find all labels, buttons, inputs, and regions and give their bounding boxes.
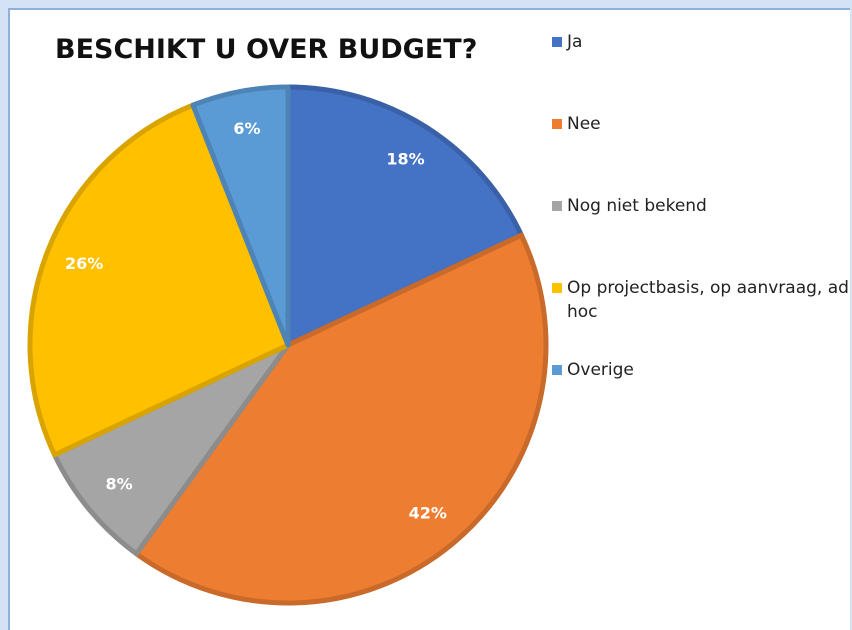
pie-slice bbox=[52, 342, 291, 557]
data-label: 6% bbox=[233, 119, 260, 138]
legend-label: Nee bbox=[567, 114, 601, 134]
legend-swatch bbox=[552, 37, 562, 47]
legend-item: Nee bbox=[552, 112, 852, 136]
legend-swatch bbox=[552, 201, 562, 211]
legend-label: Overige bbox=[567, 360, 634, 380]
legend-label: Ja bbox=[567, 32, 583, 52]
chart-title: BESCHIKT U OVER BUDGET? bbox=[55, 34, 477, 65]
legend-label: Op projectbasis, op aanvraag, ad hoc bbox=[567, 278, 849, 322]
legend-swatch bbox=[552, 283, 562, 293]
legend-item: Ja bbox=[552, 30, 852, 54]
legend-item: Op projectbasis, op aanvraag, ad hoc bbox=[552, 276, 852, 324]
data-label: 8% bbox=[105, 474, 132, 493]
pie-slice bbox=[133, 232, 549, 606]
pie-slice bbox=[190, 84, 291, 348]
legend-item: Overige bbox=[552, 358, 852, 382]
data-label: 18% bbox=[386, 149, 424, 168]
data-label: 42% bbox=[409, 503, 447, 522]
legend-label: Nog niet bekend bbox=[567, 196, 707, 216]
pie-slice bbox=[285, 84, 524, 348]
data-label: 26% bbox=[65, 254, 103, 273]
legend-swatch bbox=[552, 119, 562, 129]
legend-item: Nog niet bekend bbox=[552, 194, 852, 218]
pie-slice bbox=[27, 102, 291, 458]
legend-swatch bbox=[552, 365, 562, 375]
